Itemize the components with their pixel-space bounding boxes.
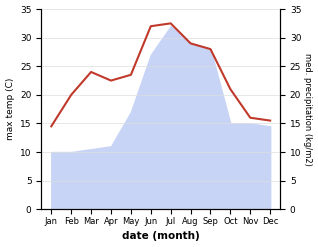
Y-axis label: med. precipitation (kg/m2): med. precipitation (kg/m2) bbox=[303, 53, 313, 165]
Y-axis label: max temp (C): max temp (C) bbox=[5, 78, 15, 140]
X-axis label: date (month): date (month) bbox=[122, 231, 200, 242]
